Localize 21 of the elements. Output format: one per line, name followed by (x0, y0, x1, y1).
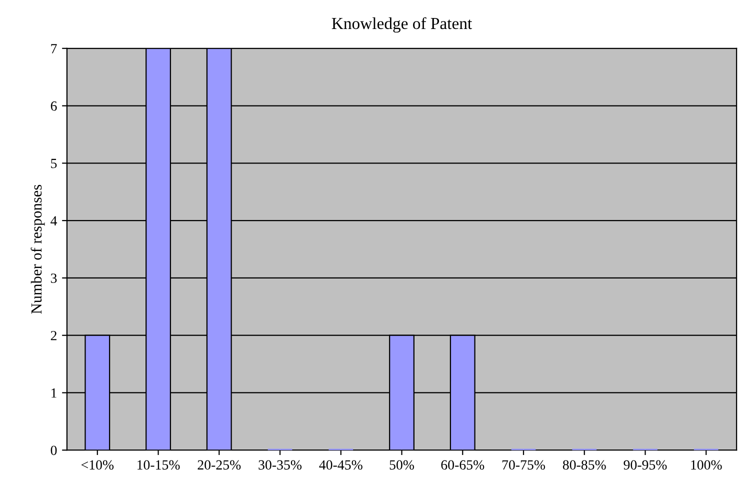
y-axis-title: Number of responses (30, 184, 45, 314)
x-tick-label: <10% (81, 460, 114, 470)
x-tick-label: 10-15% (138, 460, 180, 470)
x-tick-label: 20-25% (198, 460, 241, 470)
x-tick-label: 30-35% (258, 460, 302, 470)
x-tick-label: 100% (691, 460, 722, 470)
x-tick-label: 90-95% (624, 460, 667, 470)
y-tick-label: 0 (50, 446, 57, 456)
y-tick-label: 7 (51, 44, 57, 54)
x-tick-label: 70-75% (502, 460, 546, 470)
x-tick-label: 40-45% (319, 460, 362, 470)
x-tick-label: 80-85% (562, 460, 606, 470)
y-tick-label: 2 (50, 330, 56, 340)
y-tick-label: 3 (50, 274, 57, 283)
x-tick-label: 60-65% (441, 460, 484, 470)
chart-title: Knowledge of Patent (332, 17, 472, 33)
y-tick-label: 6 (50, 101, 57, 111)
x-tick-label: 50% (390, 460, 414, 470)
y-tick-label: 4 (50, 216, 58, 226)
y-tick-label: 1 (52, 388, 56, 398)
y-tick-label: 5 (51, 158, 57, 168)
